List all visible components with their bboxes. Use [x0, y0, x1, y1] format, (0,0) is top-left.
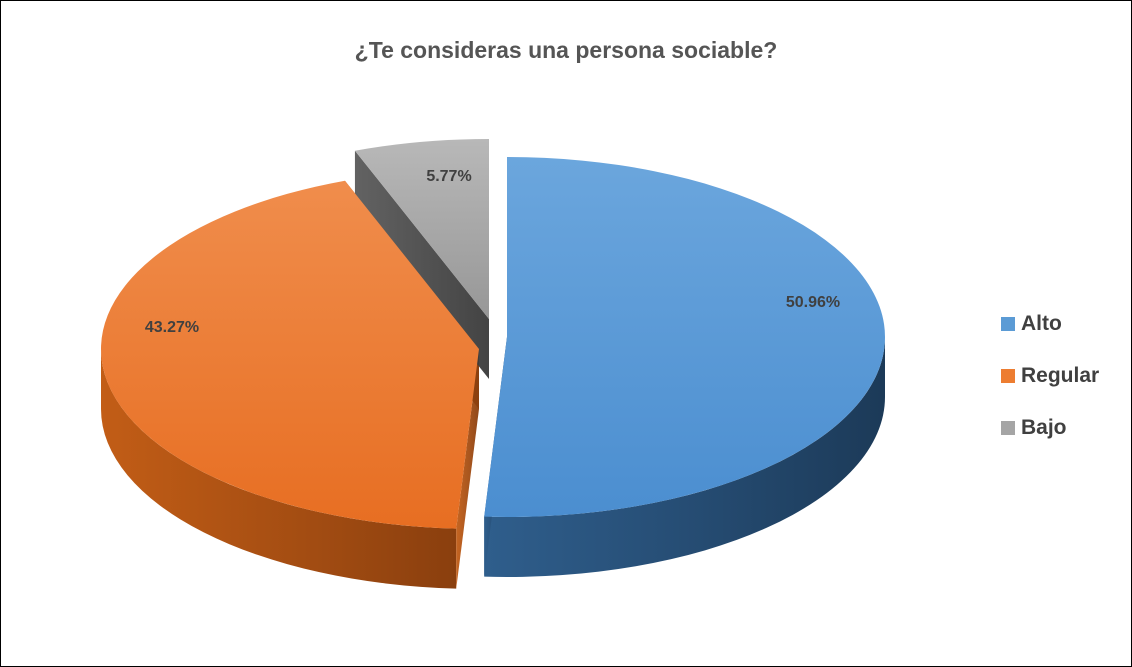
legend-swatch — [1001, 317, 1015, 331]
data-label-bajo: 5.77% — [426, 168, 471, 185]
legend-item-alto: Alto — [1001, 308, 1099, 340]
legend-swatch — [1001, 421, 1015, 435]
legend-item-bajo: Bajo — [1001, 412, 1099, 444]
legend-label: Alto — [1021, 312, 1062, 335]
data-label-alto: 50.96% — [786, 294, 840, 311]
slice-bajo — [354, 139, 489, 319]
data-label-regular: 43.27% — [145, 319, 199, 336]
legend-label: Bajo — [1021, 416, 1067, 439]
slice-regular — [100, 180, 479, 529]
legend: Alto Regular Bajo — [1001, 308, 1099, 464]
slice-alto — [484, 157, 885, 517]
legend-swatch — [1001, 369, 1015, 383]
chart-title: ¿Te consideras una persona sociable? — [354, 37, 778, 63]
legend-label: Regular — [1021, 364, 1100, 387]
legend-item-regular: Regular — [1001, 360, 1099, 392]
